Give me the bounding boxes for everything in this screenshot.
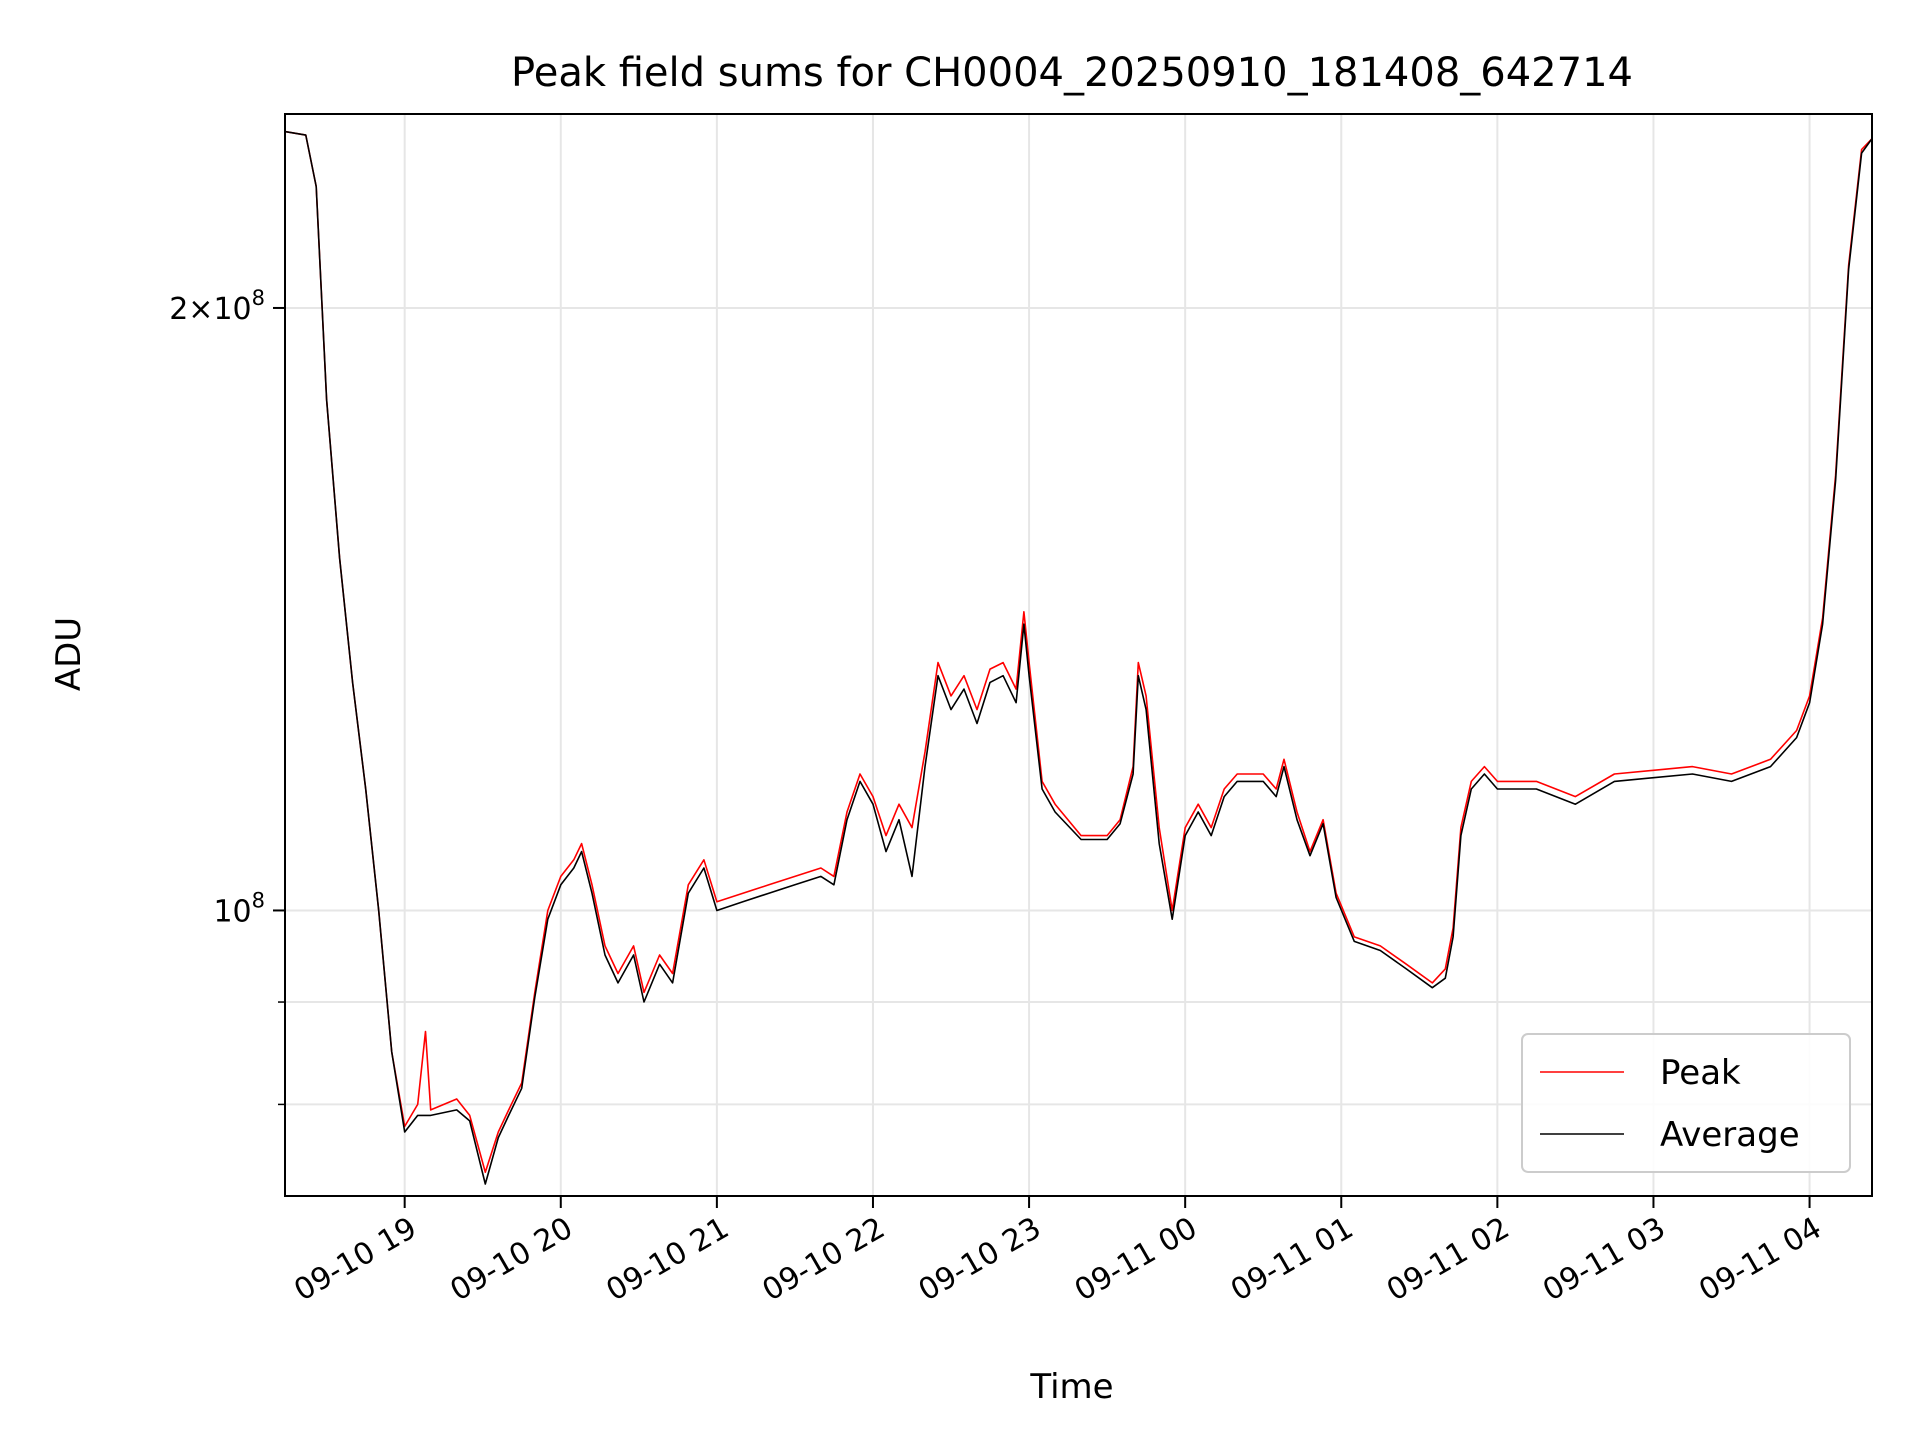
chart-title: Peak field sums for CH0004_20250910_1814… <box>511 50 1633 96</box>
y-tick-label: 108 <box>213 888 265 929</box>
series-layer <box>284 130 1873 1185</box>
plot-frame <box>284 113 1873 1197</box>
y-tick-label: 2×108 <box>169 286 265 327</box>
series-line-average <box>284 130 1873 1185</box>
legend-box <box>1521 1033 1851 1173</box>
legend-label-average: Average <box>1660 1115 1800 1155</box>
series-line-peak <box>284 130 1873 1173</box>
x-axis-label: Time <box>1029 1367 1113 1407</box>
legend: Peak Average <box>1521 1033 1851 1173</box>
y-axis-label: ADU <box>49 617 89 691</box>
y-axis: 108 2×108 <box>169 286 285 1106</box>
legend-label-peak: Peak <box>1660 1053 1741 1093</box>
grid <box>285 114 1872 1196</box>
